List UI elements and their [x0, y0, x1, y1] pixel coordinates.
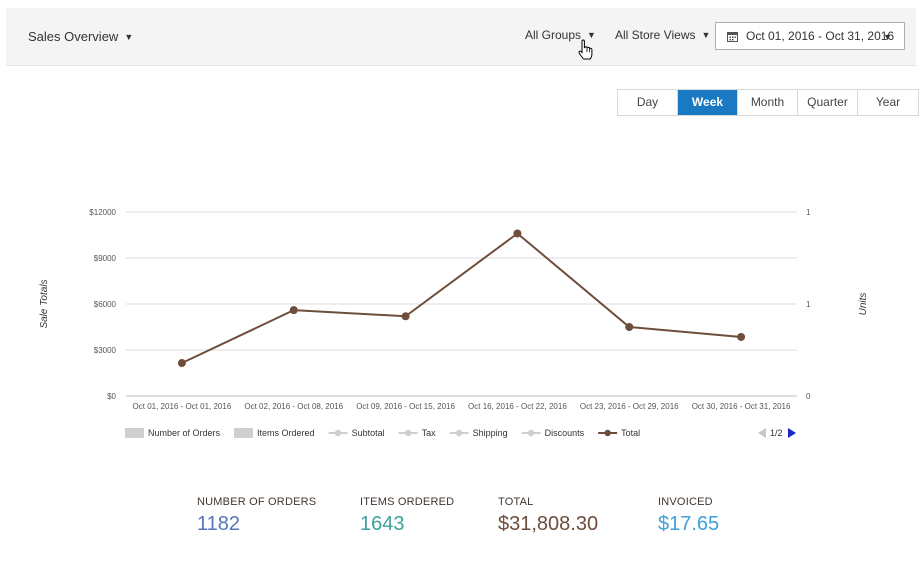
- period-day[interactable]: Day: [618, 90, 678, 115]
- total-invoiced: Invoiced $17.65: [658, 496, 719, 536]
- legend-label: Items Ordered: [257, 428, 315, 438]
- legend-item[interactable]: Shipping: [449, 428, 508, 438]
- total-revenue-value: $31,808.30: [498, 513, 599, 535]
- total-items-label: Items Ordered: [360, 496, 455, 508]
- legend-label: Shipping: [473, 428, 508, 438]
- period-year[interactable]: Year: [858, 90, 918, 115]
- total-items-value: 1643: [360, 513, 405, 535]
- legend-swatch: [234, 428, 254, 438]
- legend-label: Tax: [422, 428, 437, 438]
- total-orders: Number of Orders 1182: [197, 496, 316, 536]
- period-switcher: Day Week Month Quarter Year: [617, 89, 919, 116]
- sales-overview-label: Sales Overview: [28, 29, 119, 44]
- legend-label: Total: [621, 428, 640, 438]
- total-revenue: Total $31,808.30: [498, 496, 598, 536]
- y-tick-left: $9000: [94, 254, 117, 263]
- legend-label: Number of Orders: [148, 428, 221, 438]
- caret-down-icon: ▼: [883, 32, 892, 42]
- legend-page-indicator: 1/2: [770, 428, 783, 438]
- legend-marker: [404, 429, 412, 437]
- y-axis-left-title: Sale Totals: [39, 279, 50, 328]
- x-tick-label: Oct 01, 2016 - Oct 01, 2016: [133, 402, 232, 411]
- legend-item[interactable]: Items Ordered: [234, 428, 315, 438]
- store-views-dropdown[interactable]: All Store Views ▼: [615, 28, 710, 42]
- legend-marker: [527, 429, 535, 437]
- data-point[interactable]: [401, 312, 410, 321]
- y-axis-right-title: Units: [858, 293, 869, 316]
- y-tick-right: 0: [806, 392, 811, 401]
- y-tick-left: $0: [107, 392, 116, 401]
- total-revenue-label: Total: [498, 496, 534, 508]
- x-tick-label: Oct 16, 2016 - Oct 22, 2016: [468, 402, 567, 411]
- legend-label: Subtotal: [352, 428, 385, 438]
- data-point[interactable]: [177, 359, 186, 368]
- legend-prev-arrow-icon[interactable]: [758, 428, 766, 438]
- sales-chart: $0 $3000 $6000 $9000 $12000 0 1 1 Oct 01, 2016 -…: [39, 208, 869, 438]
- caret-down-icon: ▼: [701, 30, 711, 40]
- store-views-label: All Store Views: [615, 28, 696, 42]
- legend-next-arrow-icon[interactable]: [788, 428, 796, 438]
- legend-item[interactable]: Subtotal: [328, 428, 385, 438]
- y-tick-right: 1: [806, 300, 811, 309]
- y-tick-right: 1: [806, 208, 811, 217]
- total-orders-value: 1182: [197, 513, 241, 535]
- series-line-total: [181, 232, 742, 364]
- total-items: Items Ordered 1643: [360, 496, 454, 536]
- legend-marker: [455, 429, 463, 437]
- y-tick-left: $6000: [94, 300, 117, 309]
- legend-item[interactable]: Tax: [398, 428, 437, 438]
- legend-swatch: [125, 428, 144, 438]
- legend-item[interactable]: Total: [598, 428, 640, 438]
- legend-label: Discounts: [545, 428, 585, 438]
- data-point[interactable]: [625, 323, 634, 331]
- data-point[interactable]: [513, 229, 522, 238]
- total-invoiced-value: $17.65: [658, 513, 720, 535]
- y-tick-left: $3000: [94, 346, 117, 355]
- calendar-icon: [727, 31, 738, 42]
- total-orders-label: Number of Orders: [197, 496, 317, 508]
- groups-label: All Groups: [525, 28, 582, 42]
- x-tick-label: Oct 09, 2016 - Oct 15, 2016: [356, 402, 455, 411]
- data-point[interactable]: [737, 332, 746, 341]
- hand-pointer-cursor-icon: [577, 39, 593, 66]
- legend-item[interactable]: Number of Orders: [125, 428, 221, 438]
- sales-overview-dropdown[interactable]: Sales Overview ▼: [28, 29, 133, 44]
- customer-groups-dropdown[interactable]: All Groups ▼: [525, 28, 596, 42]
- x-tick-label: Oct 30, 2016 - Oct 31, 2016: [692, 402, 791, 411]
- y-tick-left: $12000: [89, 208, 116, 217]
- x-tick-label: Oct 23, 2016 - Oct 29, 2016: [580, 402, 679, 411]
- date-range-picker[interactable]: Oct 01, 2016 - Oct 31, 2016 ▼: [715, 22, 905, 50]
- period-quarter[interactable]: Quarter: [798, 90, 858, 115]
- legend-item[interactable]: Discounts: [521, 428, 585, 438]
- period-month[interactable]: Month: [738, 90, 798, 115]
- date-range-value: Oct 01, 2016 - Oct 31, 2016: [746, 29, 895, 43]
- caret-down-icon: ▼: [124, 31, 134, 42]
- legend-marker: [334, 429, 342, 437]
- x-tick-label: Oct 02, 2016 - Oct 08, 2016: [244, 402, 343, 411]
- period-week[interactable]: Week: [678, 90, 738, 115]
- caret-down-icon: ▼: [587, 30, 596, 40]
- dashboard-toolbar: Sales Overview ▼ All Groups ▼ All Store …: [6, 8, 916, 66]
- data-point[interactable]: [289, 306, 298, 315]
- total-invoiced-label: Invoiced: [658, 496, 713, 508]
- legend-marker: [604, 429, 611, 437]
